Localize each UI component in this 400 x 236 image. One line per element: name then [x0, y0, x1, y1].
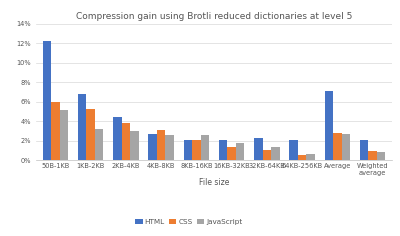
- Bar: [360, 140, 368, 160]
- Bar: [95, 129, 103, 160]
- Bar: [306, 154, 315, 160]
- Bar: [130, 131, 138, 160]
- Bar: [333, 133, 342, 160]
- Legend: HTML, CSS, JavaScript: HTML, CSS, JavaScript: [132, 216, 246, 228]
- Bar: [157, 130, 165, 160]
- Bar: [325, 91, 333, 160]
- Bar: [148, 134, 157, 160]
- Bar: [60, 110, 68, 160]
- Bar: [43, 41, 51, 160]
- Bar: [51, 102, 60, 160]
- Bar: [377, 152, 385, 160]
- Bar: [184, 140, 192, 160]
- Bar: [271, 147, 280, 160]
- Bar: [165, 135, 174, 160]
- Bar: [263, 150, 271, 160]
- Title: Compression gain using Brotli reduced dictionaries at level 5: Compression gain using Brotli reduced di…: [76, 13, 352, 21]
- Bar: [254, 138, 263, 160]
- Bar: [236, 143, 244, 160]
- Bar: [290, 140, 298, 160]
- Bar: [86, 109, 95, 160]
- Bar: [298, 155, 306, 160]
- Bar: [122, 123, 130, 160]
- Bar: [113, 118, 122, 160]
- Bar: [201, 135, 209, 160]
- Bar: [342, 134, 350, 160]
- Bar: [78, 94, 86, 160]
- Bar: [368, 151, 377, 160]
- Bar: [192, 140, 201, 160]
- Bar: [227, 147, 236, 160]
- X-axis label: File size: File size: [199, 178, 229, 187]
- Bar: [219, 140, 227, 160]
